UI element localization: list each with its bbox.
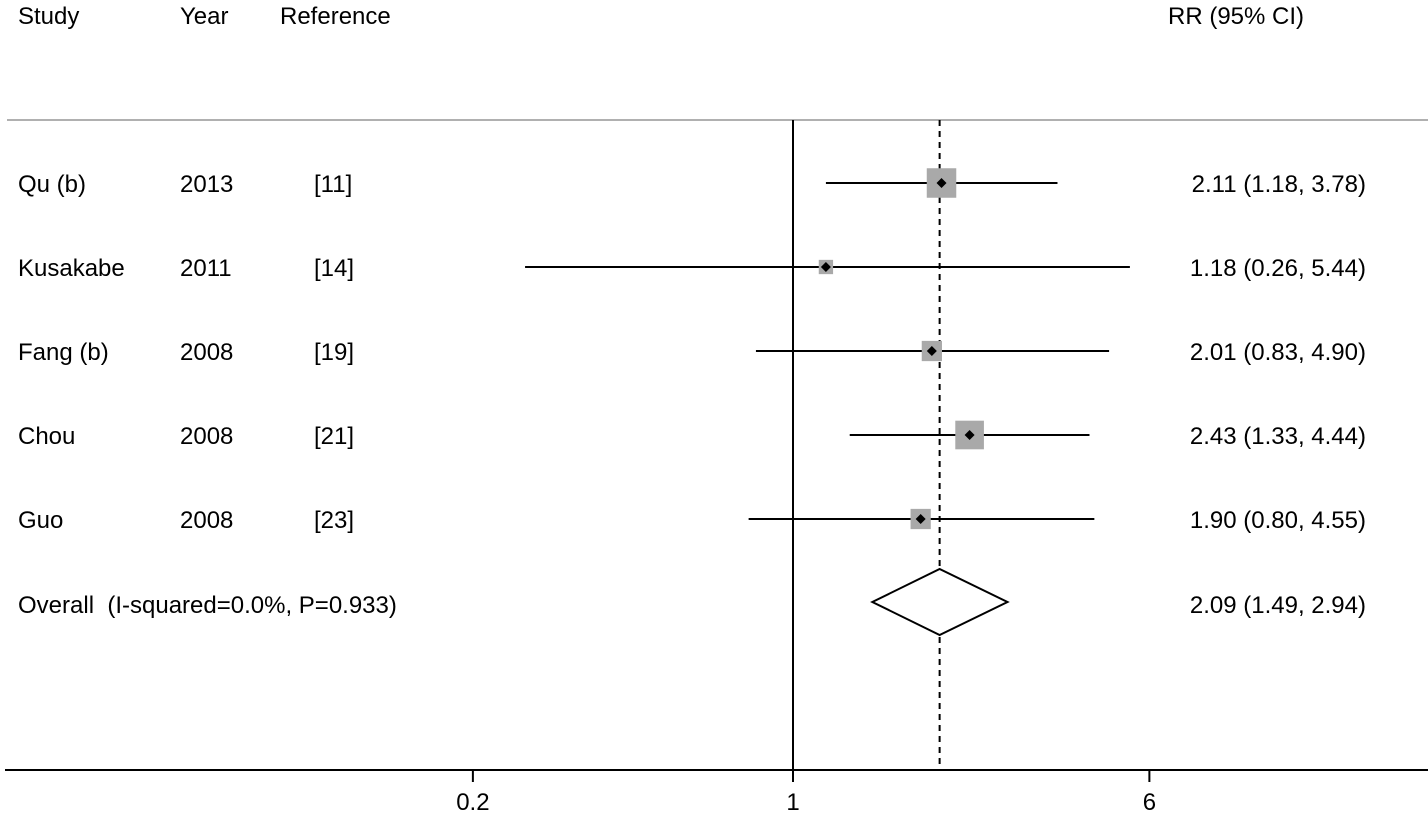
header-study: Study [18,3,79,30]
study-row: Qu (b) 2013 [11] 2.11 (1.18, 3.78) [18,168,1366,198]
study-row: Kusakabe 2011 [14] 1.18 (0.26, 5.44) [18,255,1366,282]
study-year: 2013 [180,171,233,198]
study-year: 2008 [180,507,233,534]
study-reference: [23] [314,507,354,534]
study-effect-label: 1.90 (0.80, 4.55) [1190,507,1366,534]
x-tick-label: 1 [786,789,799,816]
study-rows: Qu (b) 2013 [11] 2.11 (1.18, 3.78) Kusakabe 2… [18,168,1366,534]
x-tick-label: 6 [1143,789,1156,816]
overall-diamond [870,567,1010,637]
study-name: Qu (b) [18,171,86,198]
study-reference: [11] [314,171,352,198]
point-estimate [964,430,975,440]
overall-label: Overall (I-squared=0.0%, P=0.933) [18,592,397,619]
study-effect-label: 2.01 (0.83, 4.90) [1190,339,1366,366]
point-estimate [926,346,937,356]
x-axis-ticks: 0.2 1 6 [456,770,1156,816]
study-name: Guo [18,507,63,534]
study-name: Fang (b) [18,339,109,366]
point-estimate [915,514,926,524]
study-year: 2011 [180,255,232,282]
study-year: 2008 [180,423,233,450]
study-reference: [21] [314,423,354,450]
overall-effect-label: 2.09 (1.49, 2.94) [1190,592,1366,619]
study-effect-label: 1.18 (0.26, 5.44) [1190,255,1366,282]
x-tick-label: 0.2 [456,789,489,816]
study-effect-label: 2.43 (1.33, 4.44) [1190,423,1366,450]
study-name: Chou [18,423,75,450]
study-reference: [14] [314,255,354,282]
study-row: Fang (b) 2008 [19] 2.01 (0.83, 4.90) [18,339,1366,366]
point-estimate [820,262,831,272]
study-row: Guo 2008 [23] 1.90 (0.80, 4.55) [18,507,1366,534]
study-row: Chou 2008 [21] 2.43 (1.33, 4.44) [18,420,1366,450]
header-reference: Reference [280,3,391,30]
header-year: Year [180,3,229,30]
study-year: 2008 [180,339,233,366]
study-name: Kusakabe [18,255,125,282]
point-estimate [936,178,947,188]
study-effect-label: 2.11 (1.18, 3.78) [1192,171,1366,198]
study-reference: [19] [314,339,354,366]
header-effect: RR (95% CI) [1168,3,1304,30]
